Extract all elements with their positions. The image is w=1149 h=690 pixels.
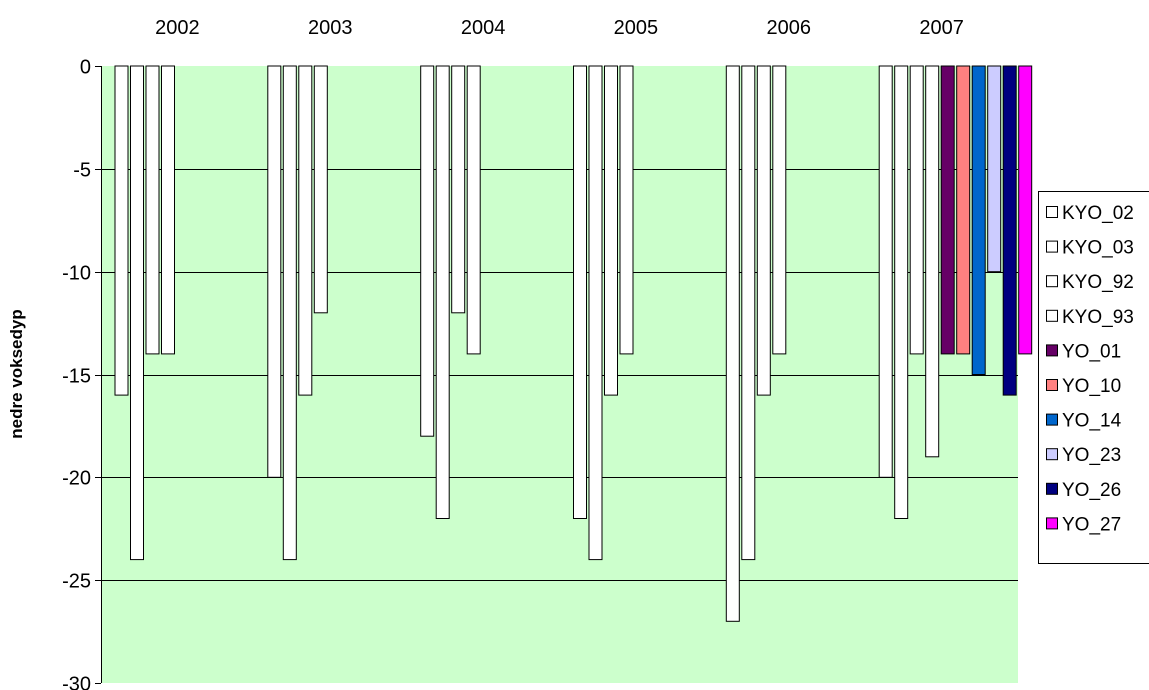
bar	[1018, 65, 1033, 355]
legend-swatch	[1046, 482, 1058, 495]
legend-swatch	[1046, 448, 1058, 461]
y-tick-label: -10	[62, 263, 91, 285]
bar	[604, 65, 618, 396]
gridlines	[101, 169, 1018, 581]
legend-label: KYO_93	[1062, 307, 1134, 328]
legend-swatch	[1046, 517, 1058, 530]
legend-label: YO_01	[1062, 341, 1121, 362]
legend-label: YO_27	[1062, 514, 1121, 535]
category-label: 2006	[767, 17, 812, 39]
bar	[114, 65, 129, 396]
bar	[725, 65, 740, 622]
category-label: 2002	[155, 17, 200, 39]
bar	[741, 65, 756, 561]
bar	[298, 65, 313, 396]
legend-swatch	[1046, 240, 1058, 253]
bar	[282, 65, 297, 561]
legend-label: KYO_92	[1062, 272, 1134, 293]
bar	[940, 65, 955, 355]
legend-swatch	[1046, 413, 1058, 426]
bar	[894, 65, 909, 519]
bar	[420, 65, 435, 437]
bar	[878, 65, 893, 478]
category-labels: 2002 2003 2004 2005 2006 2007	[155, 17, 964, 39]
bar	[987, 65, 1002, 273]
bar	[435, 65, 450, 519]
legend-swatch	[1046, 309, 1058, 322]
bar	[588, 65, 603, 561]
legend-swatch	[1046, 379, 1058, 391]
legend-swatch	[1046, 344, 1058, 357]
legend-label: KYO_02	[1062, 203, 1134, 224]
legend-swatch	[1046, 206, 1058, 218]
bar	[161, 65, 175, 355]
bar	[971, 65, 986, 375]
bar	[756, 65, 771, 396]
y-axis-title: nedre voksedyp	[7, 309, 26, 438]
category-label: 2003	[308, 17, 353, 39]
y-tick-label: -5	[73, 160, 91, 182]
bar	[267, 65, 282, 478]
bar	[909, 65, 924, 355]
legend-label: YO_10	[1062, 376, 1121, 397]
bars	[114, 65, 1033, 622]
category-label: 2004	[461, 17, 506, 39]
y-tick-label: -15	[62, 366, 91, 388]
y-tick-label: -20	[62, 468, 91, 490]
y-tick-label: 0	[80, 57, 91, 79]
legend-label: YO_26	[1062, 480, 1121, 501]
legend-label: YO_14	[1062, 411, 1122, 432]
legend-swatch	[1046, 275, 1058, 288]
legend-label: KYO_03	[1062, 238, 1134, 259]
y-tick-label: -30	[62, 674, 91, 690]
legend-label: YO_23	[1062, 445, 1121, 466]
bar	[130, 65, 144, 561]
legend: KYO_02 KYO_03 KYO_92 KYO_93 YO_01 YO_10 YO_14 Y…	[1038, 191, 1149, 564]
bar	[956, 65, 971, 355]
bar	[573, 65, 587, 519]
category-label: 2007	[919, 17, 964, 39]
bar	[145, 65, 160, 355]
bar	[313, 65, 328, 314]
bar	[619, 65, 634, 355]
y-tick-label: -25	[62, 571, 91, 593]
bar	[925, 65, 940, 458]
y-axis-ticks: 0 -5 -10 -15 -20 -25 -30	[62, 57, 101, 690]
legend-box	[1038, 191, 1149, 564]
bar	[1002, 65, 1017, 396]
bar	[772, 65, 787, 355]
bar	[451, 65, 466, 314]
bar	[466, 65, 481, 355]
category-label: 2005	[614, 17, 659, 39]
